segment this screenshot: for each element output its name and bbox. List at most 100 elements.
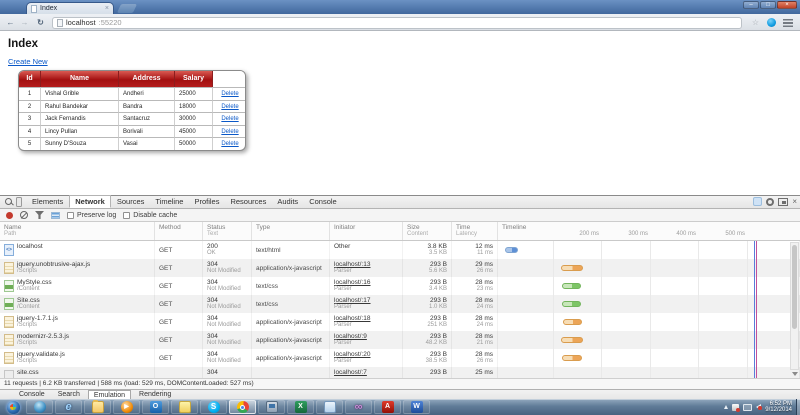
tab-timeline[interactable]: Timeline: [155, 197, 184, 206]
request-time-cell: 12 ms 11 ms: [452, 241, 498, 259]
settings-gear-icon[interactable]: [766, 197, 775, 206]
network-column-header[interactable]: Size Content: [403, 222, 452, 240]
tab-resources[interactable]: Resources: [230, 197, 267, 206]
delete-link[interactable]: Delete: [221, 128, 239, 135]
clock-time: 6:52 PM: [769, 400, 792, 407]
address-bar[interactable]: localhost :55220: [52, 16, 742, 29]
window-minimize-button[interactable]: –: [743, 1, 759, 9]
emulation-active-icon[interactable]: [753, 197, 763, 206]
employee-row: 1 Vishal Grible Andheri 25000 Delete: [19, 87, 245, 100]
delete-link[interactable]: Delete: [221, 116, 239, 122]
create-new-link[interactable]: Create New: [8, 57, 48, 66]
delete-link[interactable]: Delete: [221, 141, 239, 147]
tab-profiles[interactable]: Profiles: [194, 197, 220, 206]
request-timeline-cell: [498, 295, 800, 313]
drawer-tab-search[interactable]: Search: [57, 391, 80, 398]
volume-tray-icon[interactable]: [756, 404, 762, 410]
taskbar-button-explorer[interactable]: [84, 400, 111, 414]
network-request-row[interactable]: <> localhost GET 200 OK text/html Other: [0, 241, 800, 259]
taskbar-button-excel[interactable]: X: [287, 400, 314, 414]
timeline-bar: [561, 337, 583, 343]
file-type-icon: [4, 280, 14, 292]
antivirus-tray-icon[interactable]: [732, 403, 741, 412]
taskbar-button-skype[interactable]: S: [200, 400, 227, 414]
drawer-tab-console[interactable]: Console: [19, 391, 45, 398]
small-rows-icon[interactable]: [51, 211, 60, 219]
network-request-row[interactable]: modernizr-2.5.3.js /Scripts GET 304 Not …: [0, 331, 800, 349]
network-request-row[interactable]: jquery.validate.js /Scripts GET 304 Not …: [0, 349, 800, 367]
file-type-icon: [4, 352, 14, 364]
request-initiator-cell: localhost/:13 Parser: [330, 259, 403, 277]
scrollbar-thumb[interactable]: [792, 245, 797, 329]
disable-cache-checkbox[interactable]: [123, 211, 131, 219]
tab-close-icon[interactable]: ×: [104, 5, 109, 12]
device-mode-icon[interactable]: [16, 197, 22, 207]
tab-elements[interactable]: Elements: [32, 197, 64, 206]
network-column-header[interactable]: Initiator: [330, 222, 403, 240]
hidden-icons-arrow[interactable]: [724, 405, 729, 409]
taskbar-button-visual-studio[interactable]: ∞: [345, 400, 372, 414]
request-status-cell: 200 OK: [203, 241, 252, 259]
request-initiator-cell: localhost/:18 Parser: [330, 313, 403, 331]
network-request-row[interactable]: site.css 304 localhost/:7: [0, 367, 800, 378]
tab-network[interactable]: Network: [69, 195, 111, 208]
tab-sources[interactable]: Sources: [116, 197, 145, 206]
forward-button[interactable]: →: [20, 18, 29, 27]
scroll-down-icon[interactable]: [792, 372, 798, 376]
refresh-button[interactable]: ↻: [37, 18, 44, 27]
taskbar-button-explorer-window[interactable]: [316, 400, 343, 414]
taskbar-button-chrome[interactable]: [229, 400, 256, 414]
network-scrollbar[interactable]: [790, 242, 799, 370]
taskbar-button-remote-desktop[interactable]: [258, 400, 285, 414]
drawer-tab-rendering[interactable]: Rendering: [139, 391, 172, 398]
taskbar-button-sticky-notes[interactable]: [171, 400, 198, 414]
network-request-row[interactable]: MyStyle.css /Content GET 304 Not Modifie…: [0, 277, 800, 295]
network-request-row[interactable]: jquery.unobtrusive-ajax.js /Scripts GET …: [0, 259, 800, 277]
record-icon[interactable]: [6, 211, 13, 219]
network-column-header[interactable]: Type: [252, 222, 330, 240]
show-desktop-button[interactable]: [796, 399, 800, 415]
cell-address: Andheri: [119, 87, 175, 100]
clock[interactable]: 6:52 PM 9/12/2014: [765, 401, 792, 414]
browser-tab[interactable]: Index ×: [26, 2, 114, 14]
taskbar-button-adobe-reader[interactable]: A: [374, 400, 401, 414]
tab-audits[interactable]: Audits: [277, 197, 299, 206]
taskbar-button-word[interactable]: W: [403, 400, 430, 414]
devtools-panel: Elements Network Sources Timeline Profil…: [0, 195, 800, 400]
timeline-bar: [505, 247, 518, 253]
request-initiator-cell: localhost/:20 Parser: [330, 349, 403, 367]
inspect-element-icon[interactable]: [4, 197, 13, 207]
request-type-cell: application/x-javascript: [252, 259, 330, 277]
network-request-row[interactable]: Site.css /Content GET 304 Not Modified t…: [0, 295, 800, 313]
clear-icon[interactable]: [20, 211, 28, 219]
filter-icon[interactable]: [35, 211, 44, 219]
window-maximize-button[interactable]: □: [760, 1, 776, 9]
network-column-header[interactable]: Name Path: [0, 222, 155, 240]
timeline-column-header[interactable]: Timeline 200 ms 300 ms 400 ms 500 ms: [502, 224, 745, 237]
network-request-row[interactable]: jquery-1.7.1.js /Scripts GET 304 Not Mod…: [0, 313, 800, 331]
window-close-button[interactable]: ×: [777, 1, 797, 9]
delete-link[interactable]: Delete: [221, 103, 239, 110]
network-column-header[interactable]: Method: [155, 222, 203, 240]
bookmark-star-icon[interactable]: ☆: [751, 18, 759, 27]
request-method-cell: GET: [155, 331, 203, 349]
taskbar-button-globe-app[interactable]: [26, 400, 53, 414]
tab-console[interactable]: Console: [309, 197, 337, 206]
network-tray-icon[interactable]: [743, 403, 753, 411]
back-button[interactable]: ←: [6, 18, 15, 27]
column-header: Salary: [175, 71, 213, 87]
delete-link[interactable]: Delete: [221, 91, 239, 97]
extension-icon[interactable]: [767, 18, 776, 27]
network-column-header[interactable]: Status Text: [203, 222, 252, 240]
menu-icon[interactable]: [783, 19, 793, 27]
devtools-tabbar-right: ×: [753, 197, 797, 206]
dock-side-icon[interactable]: [778, 197, 789, 206]
taskbar-button-media-player[interactable]: ▶: [113, 400, 140, 414]
start-button[interactable]: [2, 400, 24, 414]
taskbar-button-internet-explorer[interactable]: e: [55, 400, 82, 414]
network-column-header[interactable]: Time Latency: [452, 222, 498, 240]
devtools-close-icon[interactable]: ×: [792, 197, 797, 206]
new-tab-button[interactable]: [116, 4, 138, 13]
preserve-log-checkbox[interactable]: [67, 211, 74, 219]
taskbar-button-outlook[interactable]: O: [142, 400, 169, 414]
